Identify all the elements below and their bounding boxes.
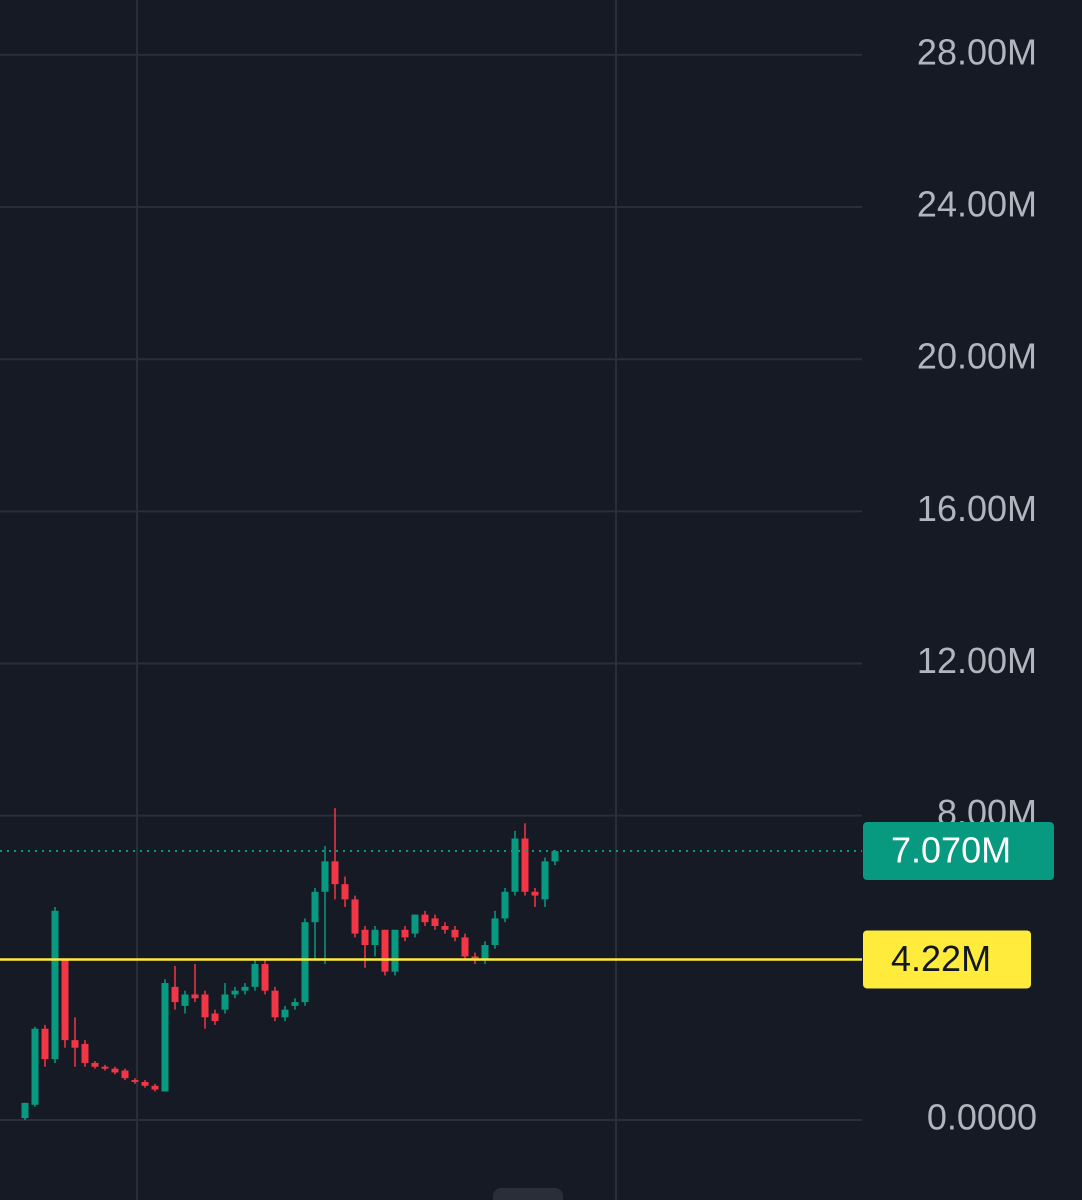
- candle-body: [111, 1068, 119, 1073]
- candle-body: [131, 1080, 139, 1082]
- candle-body: [41, 1028, 49, 1060]
- candle-body: [171, 986, 179, 1003]
- candle-body: [101, 1066, 109, 1069]
- y-tick-label: 24.00M: [917, 184, 1037, 225]
- candle-body: [121, 1070, 129, 1079]
- candle-body: [531, 891, 539, 896]
- candle-body: [521, 838, 529, 892]
- candle-body: [181, 994, 189, 1006]
- candle-body: [491, 918, 499, 946]
- candle-body: [141, 1081, 149, 1086]
- candle-body: [541, 861, 549, 900]
- candle-body: [151, 1085, 159, 1090]
- candle-body: [501, 891, 509, 919]
- candle-body: [91, 1062, 99, 1067]
- candle-body: [371, 929, 379, 946]
- candle-body: [271, 990, 279, 1018]
- candle-body: [551, 851, 559, 862]
- candle-body: [251, 964, 259, 987]
- candle-body: [511, 838, 519, 892]
- candle-body: [341, 884, 349, 900]
- level-label: 4.22M: [891, 938, 991, 979]
- candle-body: [311, 891, 319, 923]
- y-tick-label: 12.00M: [917, 640, 1037, 681]
- candle-body: [361, 929, 369, 946]
- candle-body: [231, 990, 239, 995]
- y-tick-label: 20.00M: [917, 336, 1037, 377]
- scroll-handle[interactable]: [493, 1188, 563, 1200]
- candle-body: [191, 994, 199, 999]
- candle-body: [261, 964, 269, 991]
- candle-body: [301, 922, 309, 1003]
- candle-body: [21, 1102, 29, 1119]
- candle-body: [431, 918, 439, 927]
- candle-body: [161, 983, 169, 1092]
- candle-body: [211, 1013, 219, 1022]
- candle-body: [31, 1028, 39, 1105]
- candle-body: [221, 994, 229, 1010]
- candle-body: [61, 960, 69, 1041]
- candle-body: [291, 1002, 299, 1006]
- candle-body: [481, 945, 489, 961]
- candle-body: [281, 1009, 289, 1018]
- y-tick-label: 0.0000: [927, 1097, 1037, 1138]
- level-label-box: [863, 930, 1031, 989]
- candle-body: [71, 1040, 79, 1048]
- candle-body: [451, 929, 459, 938]
- candle-body: [241, 986, 249, 991]
- candle-body: [461, 937, 469, 957]
- candle-body: [321, 861, 329, 892]
- last-price-box: [863, 822, 1054, 881]
- y-tick-label: 28.00M: [917, 31, 1037, 72]
- candle-body: [201, 994, 209, 1018]
- candle-body: [401, 929, 409, 938]
- candle-body: [81, 1043, 89, 1063]
- candle-body: [441, 926, 449, 930]
- y-tick-label: 16.00M: [917, 488, 1037, 529]
- candle-body: [51, 910, 59, 1060]
- last-price-label: 7.070M: [891, 830, 1011, 871]
- candle-body: [381, 929, 389, 972]
- candle-body: [351, 899, 359, 934]
- candle-body: [411, 914, 419, 934]
- candle-body: [331, 861, 339, 885]
- candle-body: [391, 929, 399, 972]
- candle-body: [421, 914, 429, 923]
